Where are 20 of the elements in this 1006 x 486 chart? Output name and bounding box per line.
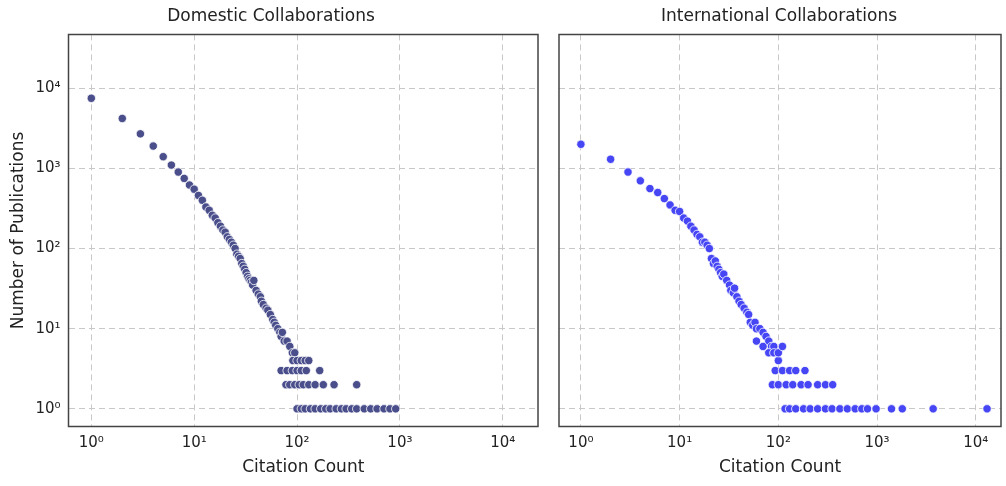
x-tick-label: 10⁰ <box>78 433 104 452</box>
x-tick-label: 10¹ <box>181 433 207 452</box>
y-tick-label: 10⁴ <box>35 78 61 97</box>
y-axis-title: Number of Publications <box>6 131 27 330</box>
x-tick-label: 10⁰ <box>568 433 594 452</box>
y-tick-label: 10¹ <box>35 318 61 337</box>
y-tick-label: 10³ <box>35 158 61 177</box>
chart-title: Domestic Collaborations <box>167 4 375 25</box>
x-axis-title: Citation Count <box>242 456 365 477</box>
y-tick-label: 10² <box>35 238 61 257</box>
x-tick-label: 10⁴ <box>963 433 989 452</box>
x-tick-label: 10¹ <box>667 433 693 452</box>
x-tick-label: 10³ <box>387 433 413 452</box>
chart-title: International Collaborations <box>660 4 898 25</box>
x-axis-title: Citation Count <box>718 456 842 477</box>
y-tick-label: 10⁰ <box>35 398 61 417</box>
x-tick-label: 10² <box>765 433 791 452</box>
x-tick-label: 10⁴ <box>490 433 516 452</box>
x-tick-label: 10² <box>284 433 310 452</box>
x-tick-label: 10³ <box>864 433 890 452</box>
